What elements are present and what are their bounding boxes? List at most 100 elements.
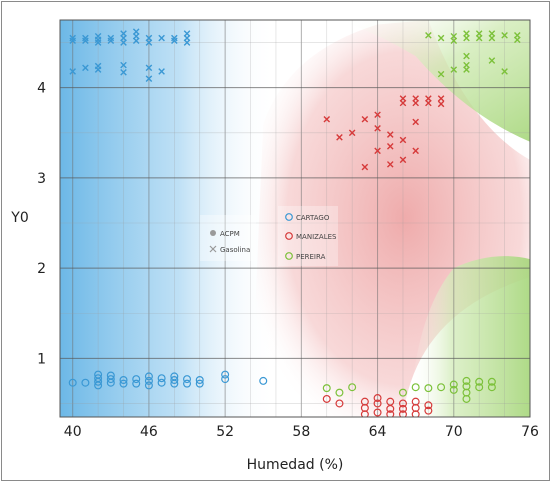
pereira-acpm-point [411, 383, 420, 392]
legend-pereira-marker [285, 252, 293, 260]
cartago-gasolina-point [183, 39, 191, 46]
manizales-acpm-point [398, 410, 407, 417]
legend-acpm-label: ACPM [220, 230, 240, 238]
cartago-gasolina-point [94, 39, 102, 46]
cartago-acpm-point [132, 379, 141, 388]
cartago-acpm-point [144, 376, 153, 385]
manizales-acpm-point [398, 399, 407, 408]
y-tick-label: 1 [37, 351, 46, 367]
y-axis-title: Y0 [10, 210, 28, 226]
manizales-acpm-point [360, 397, 369, 406]
cartago-gasolina-point [158, 34, 165, 42]
cartago-acpm-point [81, 378, 90, 387]
cartago-acpm-point [221, 370, 230, 379]
x-tick-label: 52 [216, 424, 234, 440]
cartago-gasolina-point [145, 64, 153, 72]
cartago-acpm-point [259, 376, 268, 385]
cartago-acpm-point [144, 381, 153, 390]
legend-manizales-label: MANIZALES [296, 233, 337, 241]
manizales-gasolina-point [336, 134, 343, 141]
cartago-gasolina-point [69, 68, 76, 75]
manizales-acpm-point [322, 394, 331, 403]
manizales-acpm-point [386, 410, 395, 417]
x-tick-label: 70 [445, 424, 463, 440]
pereira-acpm-point [462, 382, 471, 391]
cartago-acpm-point [170, 376, 179, 385]
cartago-gasolina-point [145, 39, 153, 46]
legend-pereira-label: PEREIRA [296, 253, 326, 261]
pereira-acpm-point [487, 383, 496, 392]
manizales-acpm-point [398, 404, 407, 413]
x-tick-label: 64 [369, 424, 387, 440]
manizales-acpm-point [411, 397, 420, 406]
legend-gasolina-marker [209, 245, 217, 253]
pereira-acpm-point [462, 394, 471, 403]
y-tick-label: 2 [37, 261, 46, 277]
manizales-gasolina-point [412, 118, 419, 126]
cartago-acpm-point [119, 379, 128, 388]
data-points [68, 28, 521, 417]
region-pereira-bottom [409, 256, 530, 417]
cartago-acpm-point [157, 378, 166, 387]
manizales-gasolina-point [348, 129, 356, 137]
cartago-gasolina-point [107, 37, 115, 45]
cartago-acpm-point [221, 375, 230, 384]
manizales-acpm-point [335, 399, 344, 408]
cartago-gasolina-point [120, 61, 127, 69]
pereira-gasolina-point [501, 32, 508, 39]
legend-cartago-marker [285, 213, 293, 221]
cartago-acpm-point [132, 375, 141, 384]
cartago-acpm-point [106, 371, 115, 380]
cartago-acpm-point [170, 372, 179, 381]
manizales-gasolina-point [386, 131, 394, 138]
decision-regions [60, 20, 530, 417]
legend-shape-box [200, 215, 256, 261]
cartago-gasolina-point [82, 34, 89, 42]
manizales-gasolina-point [374, 124, 381, 132]
manizales-gasolina-point [361, 115, 369, 123]
cartago-acpm-point [183, 379, 192, 388]
manizales-gasolina-point [437, 100, 445, 108]
manizales-gasolina-point [323, 115, 331, 123]
manizales-gasolina-point [361, 163, 369, 171]
region-manizales [250, 20, 530, 417]
cartago-gasolina-point [145, 75, 153, 82]
manizales-gasolina-point [374, 111, 381, 119]
pereira-gasolina-point [463, 34, 470, 42]
manizales-gasolina-point [399, 156, 407, 164]
cartago-gasolina-point [120, 39, 127, 46]
manizales-gasolina-point [425, 99, 432, 107]
cartago-acpm-point [195, 379, 204, 388]
manizales-acpm-point [424, 401, 433, 410]
cartago-acpm-point [195, 376, 204, 385]
pereira-acpm-point [449, 385, 458, 394]
legend-acpm-marker [210, 230, 216, 236]
x-tick-label: 46 [140, 424, 158, 440]
cartago-acpm-point [68, 378, 77, 387]
cartago-gasolina-point [158, 68, 165, 75]
pereira-acpm-point [335, 388, 344, 397]
cartago-gasolina-point [94, 62, 102, 70]
manizales-gasolina-point [412, 147, 419, 155]
pereira-acpm-point [424, 384, 433, 393]
pereira-acpm-point [398, 388, 407, 397]
manizales-gasolina-point [399, 136, 407, 144]
cartago-gasolina-point [94, 36, 102, 44]
manizales-acpm-point [373, 399, 382, 408]
pereira-gasolina-point [437, 34, 445, 42]
pereira-gasolina-point [437, 70, 445, 78]
cartago-acpm-point [106, 375, 115, 384]
pereira-gasolina-point [514, 36, 521, 44]
pereira-acpm-point [475, 377, 484, 386]
legend-city-box [278, 206, 338, 266]
cartago-gasolina-point [132, 37, 140, 45]
legend-gasolina-label: Gasolina [220, 246, 250, 254]
region-pereira-top [339, 20, 530, 142]
cartago-acpm-point [94, 374, 103, 383]
region-cartago [60, 20, 276, 417]
y-tick-label: 4 [37, 81, 46, 97]
pereira-acpm-point [475, 383, 484, 392]
manizales-gasolina-point [386, 161, 394, 168]
x-tick-label: 76 [521, 424, 539, 440]
